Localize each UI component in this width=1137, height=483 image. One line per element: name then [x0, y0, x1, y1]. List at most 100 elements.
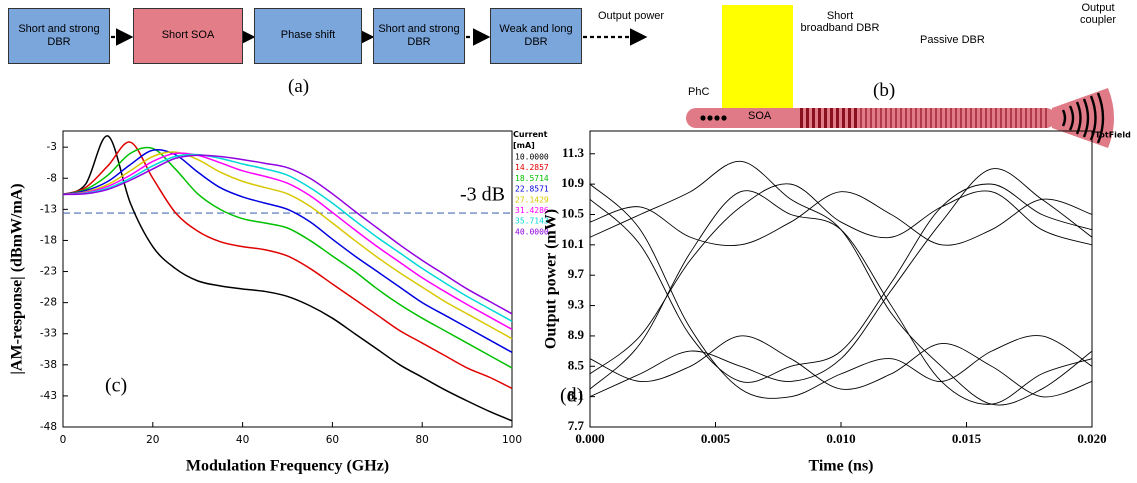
y-tick-label: 9.7: [568, 266, 585, 281]
block: Short and strong DBR: [373, 8, 465, 64]
x-tick-label: 60: [326, 434, 339, 446]
y-tick-label: -33: [40, 328, 57, 340]
grating-stripe: [930, 108, 932, 128]
series-line: [62, 141, 513, 390]
series-line: [589, 168, 1093, 398]
legend-entry: 18.5714: [515, 174, 549, 183]
grating-stripe: [818, 108, 821, 128]
grating-stripe: [854, 108, 857, 128]
series-line: [62, 148, 513, 354]
y-tick-label: 10.9: [561, 175, 584, 190]
series-line: [589, 191, 1093, 247]
legend-entry: 22.8571: [515, 185, 549, 194]
grating-stripe: [890, 108, 892, 128]
y-tick-label: 8.9: [568, 327, 585, 342]
legend-entry: 35.7143: [515, 217, 549, 226]
device-label: SOA: [748, 110, 772, 122]
panel-label: (c): [105, 375, 127, 397]
series-line: [62, 146, 513, 369]
block: Weak and long DBR: [490, 8, 582, 64]
legend-entry: 14.2857: [515, 163, 549, 172]
y-tick-label: -8: [47, 172, 57, 184]
caption: (b): [873, 80, 896, 101]
grating-stripe: [880, 108, 882, 128]
grating-stripe: [1000, 108, 1002, 128]
grating-stripe: [985, 108, 987, 128]
soa-region: [722, 5, 793, 118]
series-line: [589, 160, 1093, 406]
y-tick-label: 11.3: [562, 145, 585, 160]
grating-stripe: [1015, 108, 1017, 128]
legend-title: Current [mA]: [513, 130, 548, 150]
legend-entry: 40.0000: [515, 227, 549, 236]
reference-label: -3 dB: [460, 184, 505, 206]
y-tick-label: 7.7: [568, 418, 585, 433]
phc-holes: [700, 115, 727, 121]
grating-stripe: [960, 108, 962, 128]
x-tick-label: 0.000: [575, 431, 604, 446]
legend-entry: 27.1429: [515, 195, 549, 204]
legend-entry: 10.0000: [515, 153, 549, 162]
x-tick-label: 0.005: [701, 431, 731, 446]
grating-stripe: [848, 108, 851, 128]
series-line: [589, 183, 1093, 399]
y-tick-label: -28: [40, 297, 57, 309]
grating-stripe: [900, 108, 902, 128]
x-tick-label: 100: [502, 434, 522, 446]
y-tick-label: -13: [40, 203, 57, 215]
block: Short SOA: [133, 8, 243, 64]
device-label: Short broadband DBR: [800, 10, 880, 34]
y-tick-label: -38: [40, 359, 57, 371]
x-tick-label: 20: [146, 434, 159, 446]
grating-stripe: [990, 108, 992, 128]
grating-stripe: [895, 108, 897, 128]
y-tick-label: 10.5: [561, 205, 584, 220]
grating-stripe: [800, 108, 803, 128]
series-line: [62, 152, 513, 331]
grating-stripe: [955, 108, 957, 128]
grating-stripe: [860, 108, 862, 128]
plot-frame: [62, 130, 513, 428]
grating-stripe: [950, 108, 952, 128]
y-tick-label: -48: [40, 421, 57, 433]
x-tick-label: 0.020: [1077, 431, 1106, 446]
panel-label: (d): [560, 385, 583, 407]
grating-stripe: [935, 108, 937, 128]
grating-stripe: [1045, 108, 1047, 128]
series-line: [62, 151, 513, 340]
grating-stripe: [975, 108, 977, 128]
series-line: [589, 183, 1093, 375]
grating-stripe: [910, 108, 912, 128]
output-label: Output power: [598, 10, 665, 22]
x-tick-label: 80: [416, 434, 429, 446]
series-line: [589, 335, 1093, 398]
y-tick-label: 8.1: [568, 388, 584, 403]
grating-stripe: [870, 108, 872, 128]
grating-stripe: [920, 108, 922, 128]
grating-stripe: [965, 108, 967, 128]
grating-stripe: [865, 108, 867, 128]
y-tick-label: 9.3: [568, 297, 585, 312]
grating-stripe: [806, 108, 809, 128]
block: Short and strong DBR: [8, 8, 110, 64]
grating-stripe: [945, 108, 947, 128]
grating-stripe: [1020, 108, 1022, 128]
y-tick-label: -43: [40, 390, 57, 402]
y-tick-label: -18: [40, 234, 57, 246]
grating-stripe: [905, 108, 907, 128]
series-line: [62, 154, 513, 315]
device-label: Passive DBR: [920, 34, 985, 46]
corner-label: TotField: [1095, 131, 1131, 140]
gratings: [800, 108, 1047, 128]
x-tick-label: 0.015: [952, 431, 982, 446]
x-tick-label: 0: [60, 434, 67, 446]
grating-stripe: [915, 108, 917, 128]
series-line: [589, 190, 1093, 405]
series-line: [62, 135, 513, 422]
grating-stripe: [970, 108, 972, 128]
y-axis-label: Output power (mW): [543, 209, 560, 349]
grating-stripe: [940, 108, 942, 128]
grating-stripe: [1035, 108, 1037, 128]
device-label: Output coupler: [1079, 2, 1117, 26]
